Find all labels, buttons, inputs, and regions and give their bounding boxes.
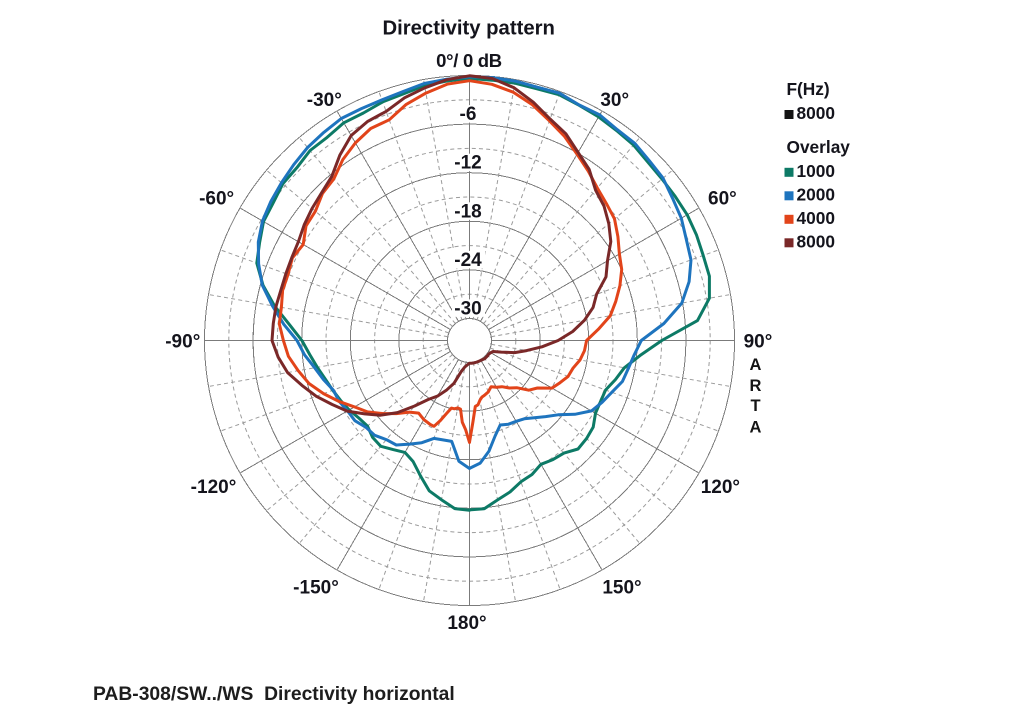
svg-text:-60°: -60° xyxy=(199,189,234,210)
svg-text:150°: 150° xyxy=(602,578,641,599)
svg-text:8000: 8000 xyxy=(797,232,835,252)
svg-text:90°: 90° xyxy=(744,331,773,352)
svg-text:A: A xyxy=(750,419,762,437)
svg-text:1000: 1000 xyxy=(797,161,835,181)
svg-text:180°: 180° xyxy=(447,613,486,634)
svg-text:0°/ 0 dB: 0°/ 0 dB xyxy=(436,50,502,71)
svg-text:-30°: -30° xyxy=(307,90,342,111)
svg-text:60°: 60° xyxy=(708,189,737,210)
svg-text:Directivity pattern: Directivity pattern xyxy=(382,18,554,40)
svg-text:Overlay: Overlay xyxy=(787,137,851,157)
svg-text:30°: 30° xyxy=(600,90,629,111)
svg-text:-24: -24 xyxy=(454,250,482,271)
svg-text:120°: 120° xyxy=(701,477,740,498)
svg-text:8000: 8000 xyxy=(797,103,835,123)
svg-text:R: R xyxy=(750,377,762,395)
svg-text:2000: 2000 xyxy=(797,185,835,205)
svg-text:PAB-308/SW../WS Directivity h: PAB-308/SW../WS Directivity horizontal xyxy=(93,684,455,705)
svg-text:-90°: -90° xyxy=(165,331,200,352)
svg-text:A: A xyxy=(750,356,762,374)
svg-text:-30: -30 xyxy=(454,298,481,319)
svg-text:-6: -6 xyxy=(460,104,477,125)
svg-text:T: T xyxy=(750,397,760,415)
svg-text:-18: -18 xyxy=(454,201,481,222)
svg-text:-12: -12 xyxy=(454,153,481,174)
svg-text:4000: 4000 xyxy=(797,208,835,228)
svg-text:F(Hz): F(Hz) xyxy=(787,79,830,99)
svg-text:-120°: -120° xyxy=(191,477,237,498)
svg-text:-150°: -150° xyxy=(293,578,339,599)
